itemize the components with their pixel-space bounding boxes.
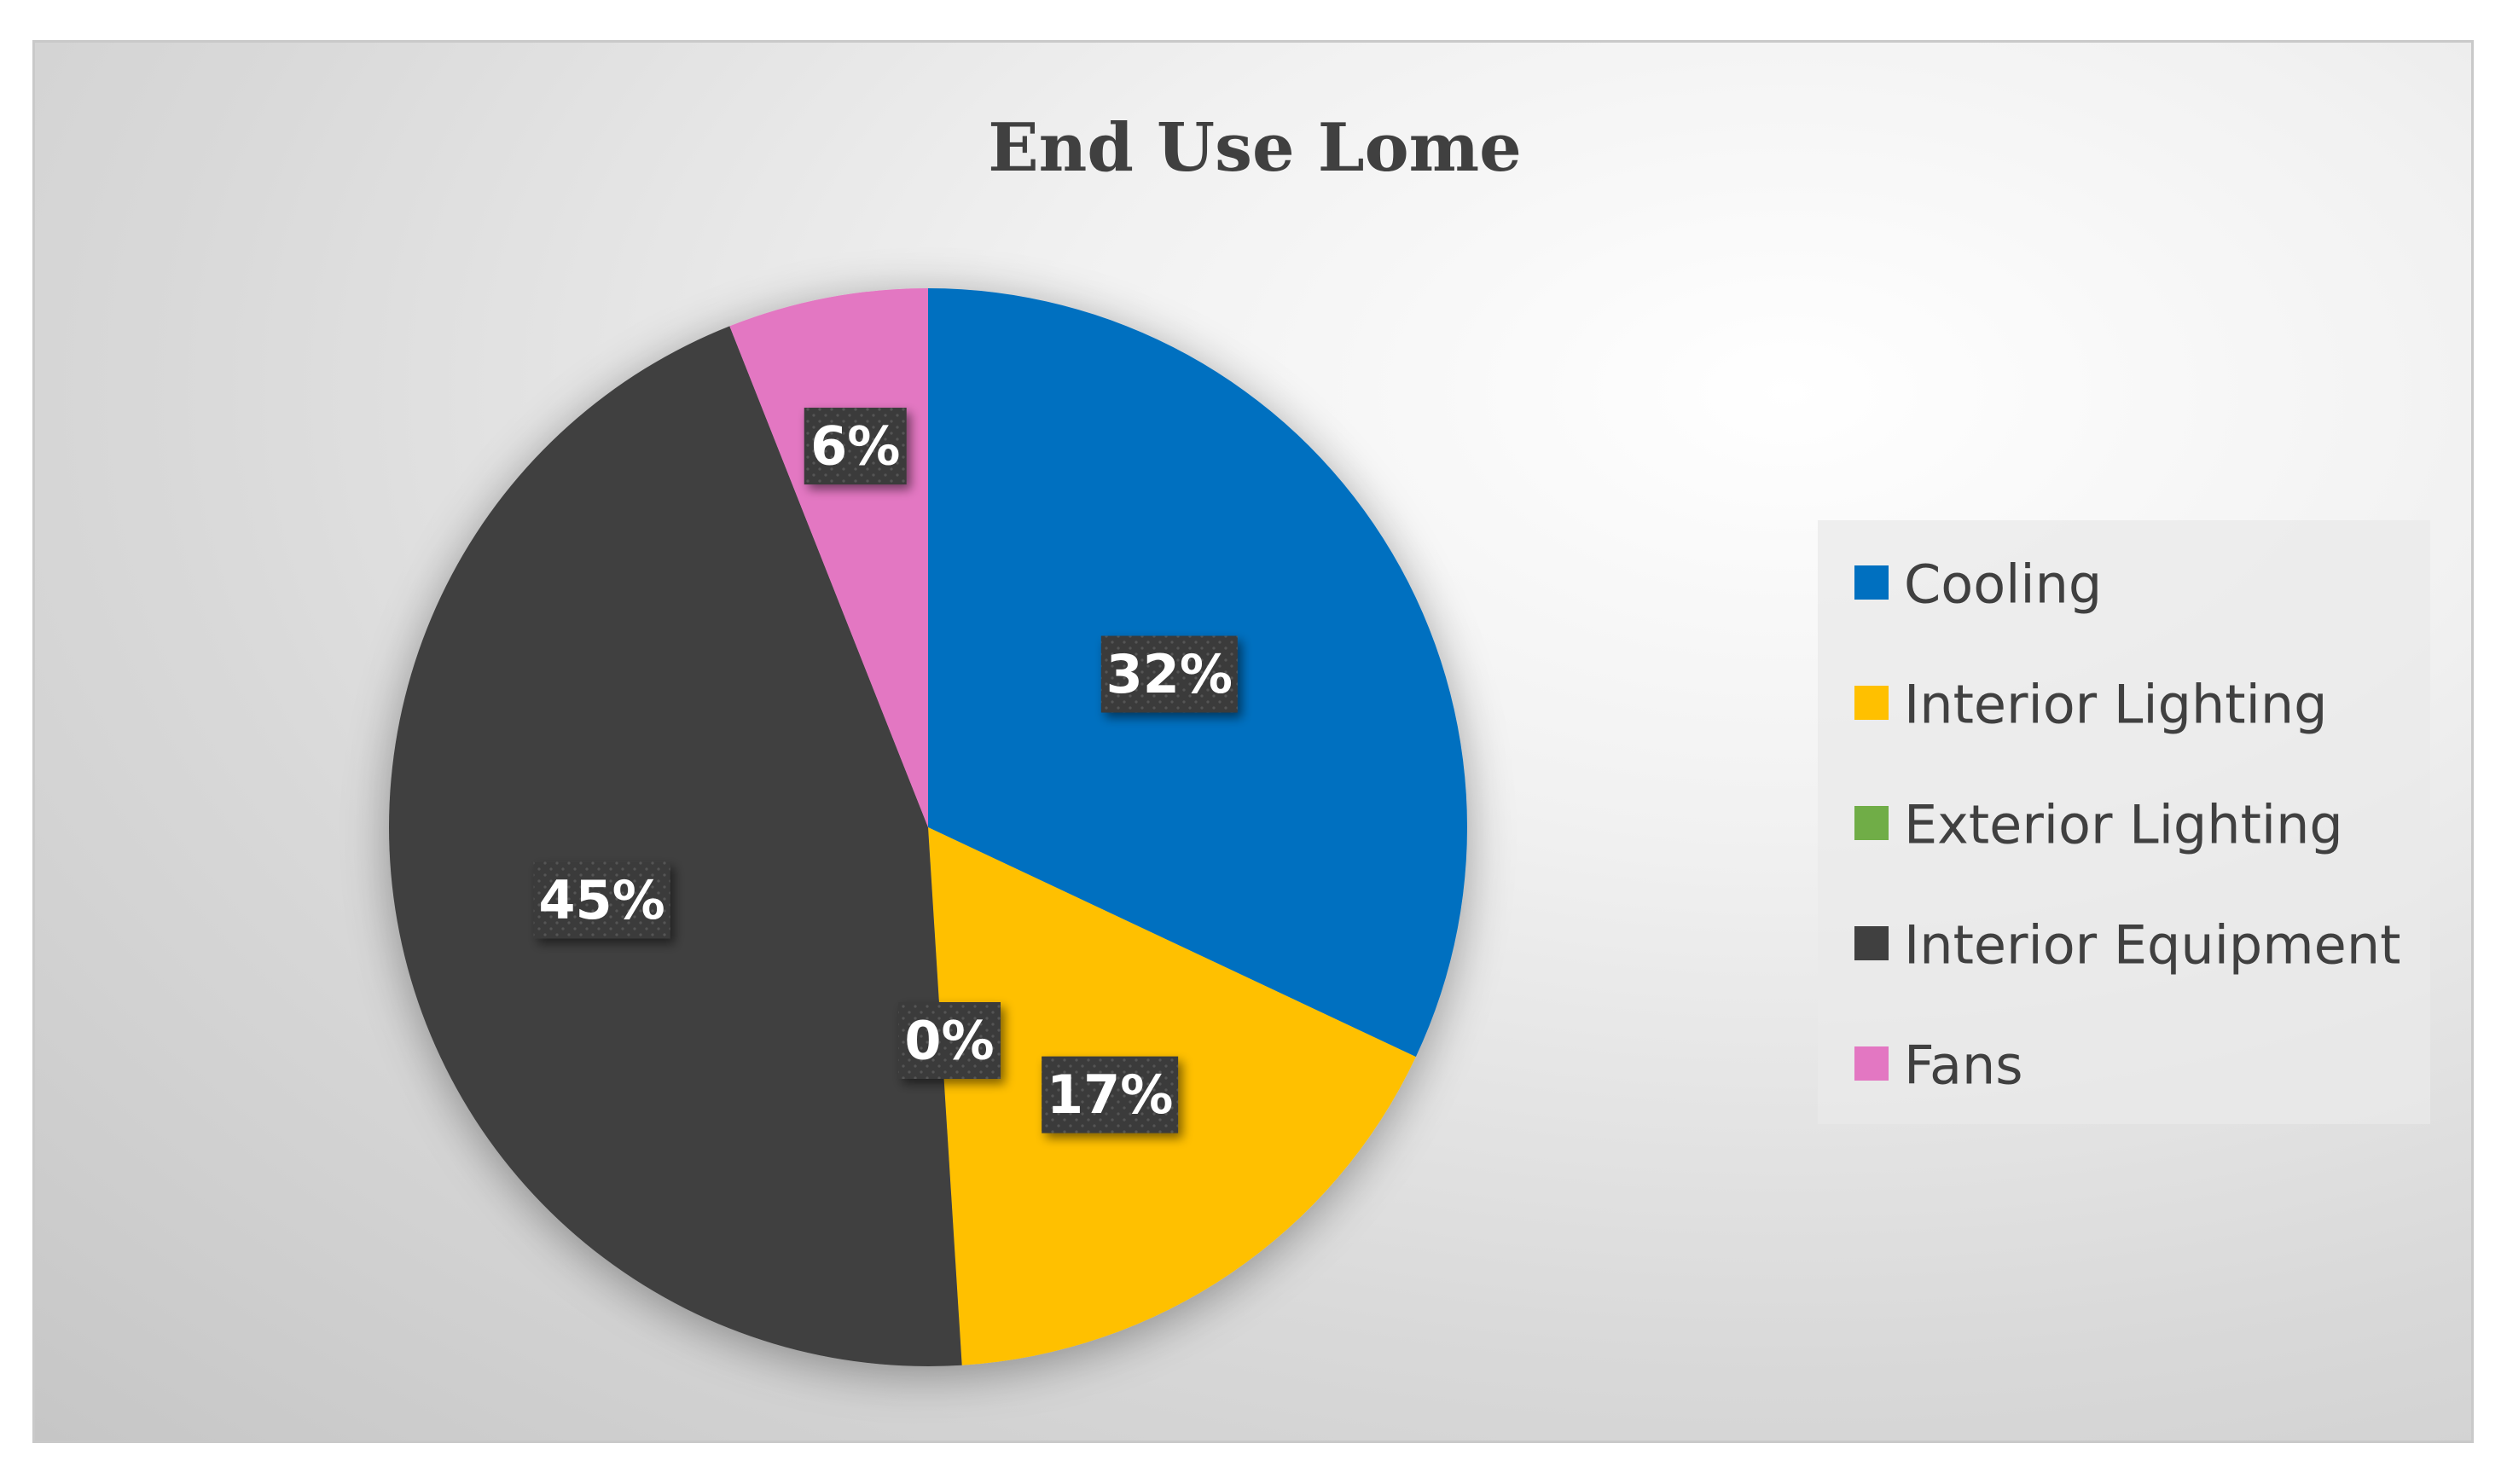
data-label-text: 17%: [1047, 1064, 1173, 1126]
data-label-interior-equipment: 45%: [533, 861, 670, 939]
legend-swatch: [1854, 926, 1889, 960]
legend-swatch: [1854, 1046, 1889, 1081]
data-label-text: 6%: [810, 415, 900, 478]
data-label-interior-lighting: 17%: [1042, 1056, 1179, 1133]
legend-item-cooling: Cooling: [1854, 554, 2102, 616]
data-label-text: 0%: [904, 1010, 994, 1072]
legend-item-interior-lighting: Interior Lighting: [1854, 674, 2327, 736]
chart-area: End Use Lome 32% 17% 0% 45% 6% Cooling Interi…: [32, 40, 2474, 1443]
legend-item-fans: Fans: [1854, 1035, 2023, 1097]
data-label-text: 32%: [1106, 643, 1233, 705]
legend-swatch: [1854, 686, 1889, 720]
data-label-text: 45%: [538, 869, 664, 931]
data-label-background: [1042, 1056, 1179, 1133]
pie-chart: End Use Lome 32% 17% 0% 45% 6% Cooling Interi…: [388, 109, 2430, 1367]
data-label-background: [1100, 635, 1238, 713]
data-label-cooling: 32%: [1100, 635, 1238, 713]
data-label-fans: 6%: [804, 408, 907, 485]
legend-label: Exterior Lighting: [1904, 794, 2343, 856]
chart-title: End Use Lome: [988, 109, 1522, 187]
data-label-background: [533, 861, 670, 939]
data-label-background: [898, 1002, 1001, 1079]
legend-label: Interior Lighting: [1904, 674, 2327, 736]
legend-item-exterior-lighting: Exterior Lighting: [1854, 794, 2343, 856]
legend: Cooling Interior Lighting Exterior Lightin…: [1854, 554, 2400, 1097]
data-label-exterior-lighting: 0%: [898, 1002, 1001, 1079]
pie-slice-interior-equipment: [388, 326, 962, 1367]
pie-slices: [388, 288, 1467, 1367]
legend-box: [1818, 520, 2430, 1124]
legend-swatch: [1854, 565, 1889, 600]
legend-label: Interior Equipment: [1904, 914, 2400, 977]
data-label-background: [804, 408, 907, 485]
legend-label: Fans: [1904, 1035, 2023, 1097]
legend-item-interior-equipment: Interior Equipment: [1854, 914, 2400, 977]
pie-data-labels: 32% 17% 0% 45% 6%: [533, 408, 1238, 1133]
legend-label: Cooling: [1904, 554, 2102, 616]
legend-swatch: [1854, 806, 1889, 840]
